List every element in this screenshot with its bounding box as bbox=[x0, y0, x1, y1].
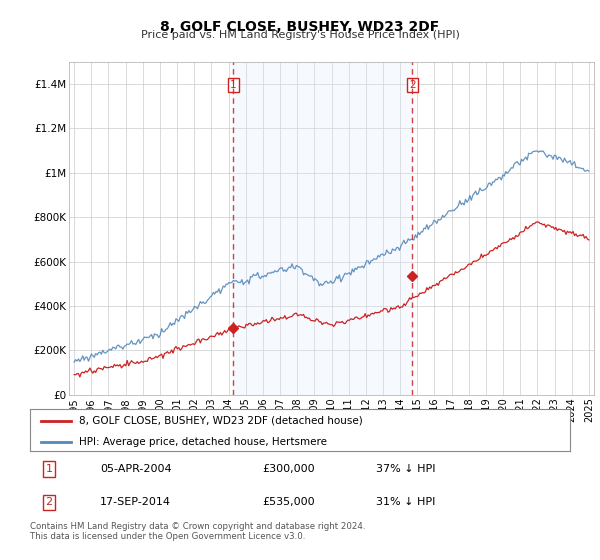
Text: 1: 1 bbox=[46, 464, 52, 474]
Text: 17-SEP-2014: 17-SEP-2014 bbox=[100, 497, 171, 507]
Text: 8, GOLF CLOSE, BUSHEY, WD23 2DF: 8, GOLF CLOSE, BUSHEY, WD23 2DF bbox=[160, 20, 440, 34]
Text: 2: 2 bbox=[46, 497, 52, 507]
Text: 31% ↓ HPI: 31% ↓ HPI bbox=[376, 497, 435, 507]
Text: £300,000: £300,000 bbox=[262, 464, 315, 474]
Text: 37% ↓ HPI: 37% ↓ HPI bbox=[376, 464, 435, 474]
Text: £535,000: £535,000 bbox=[262, 497, 315, 507]
Text: 2: 2 bbox=[409, 80, 416, 90]
Text: Contains HM Land Registry data © Crown copyright and database right 2024.
This d: Contains HM Land Registry data © Crown c… bbox=[30, 522, 365, 542]
Text: 1: 1 bbox=[230, 80, 236, 90]
Text: 05-APR-2004: 05-APR-2004 bbox=[100, 464, 172, 474]
Text: 8, GOLF CLOSE, BUSHEY, WD23 2DF (detached house): 8, GOLF CLOSE, BUSHEY, WD23 2DF (detache… bbox=[79, 416, 362, 426]
Text: Price paid vs. HM Land Registry's House Price Index (HPI): Price paid vs. HM Land Registry's House … bbox=[140, 30, 460, 40]
Bar bbox=[233, 62, 412, 395]
Text: HPI: Average price, detached house, Hertsmere: HPI: Average price, detached house, Hert… bbox=[79, 437, 326, 446]
